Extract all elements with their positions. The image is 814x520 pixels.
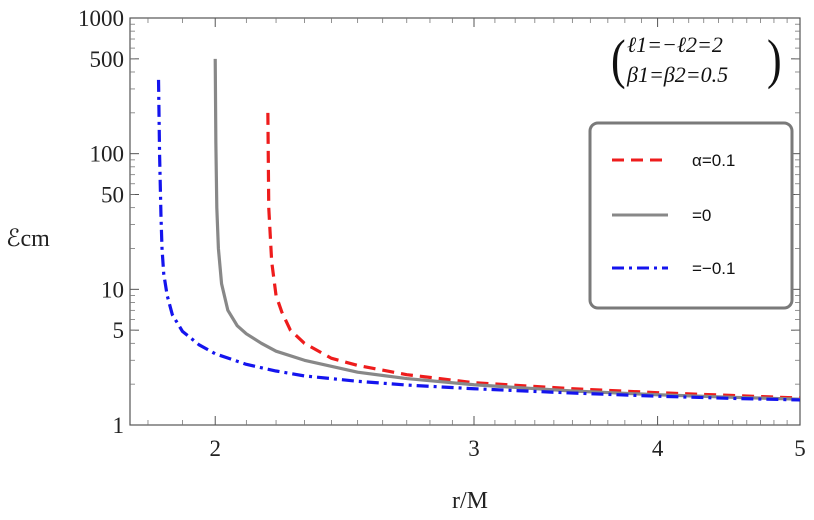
- param-left-paren: (: [611, 29, 626, 90]
- legend-label-0: α=0.1: [692, 151, 735, 170]
- param-right-paren: ): [767, 29, 782, 90]
- parameter-annotation: ( ℓ1=−ℓ2=2 β1=β2=0.5 ): [611, 29, 782, 90]
- x-tick-label-0: 2: [209, 436, 221, 461]
- legend-label-2: =−0.1: [692, 259, 736, 278]
- legend: α=0.1 =0 =−0.1: [588, 121, 794, 310]
- param-line-2: β1=β2=0.5: [626, 62, 728, 87]
- x-tick-label-1: 3: [468, 436, 480, 461]
- plot-frame: [129, 17, 801, 426]
- y-tick-label-5: 500: [90, 47, 125, 72]
- y-tick-label-3: 50: [101, 183, 124, 208]
- y-tick-label-1: 5: [113, 318, 125, 343]
- legend-label-1: =0: [692, 206, 711, 225]
- x-tick-label-3: 5: [794, 436, 806, 461]
- legend-box: [588, 121, 794, 310]
- y-tick-label-6: 1000: [78, 6, 124, 31]
- y-axis-title: ℰcm: [6, 226, 50, 252]
- series-line-2: [156, 79, 801, 402]
- series-line-0: [266, 112, 801, 400]
- y-tick-label-4: 100: [90, 142, 125, 167]
- y-tick-label-2: 10: [101, 277, 124, 302]
- param-line-1: ℓ1=−ℓ2=2: [627, 32, 723, 57]
- series-line-1: [213, 58, 801, 401]
- x-tick-label-2: 4: [652, 436, 664, 461]
- x-axis-title: r/M: [452, 488, 488, 514]
- series-layer: [156, 58, 801, 402]
- y-tick-label-0: 1: [113, 413, 125, 438]
